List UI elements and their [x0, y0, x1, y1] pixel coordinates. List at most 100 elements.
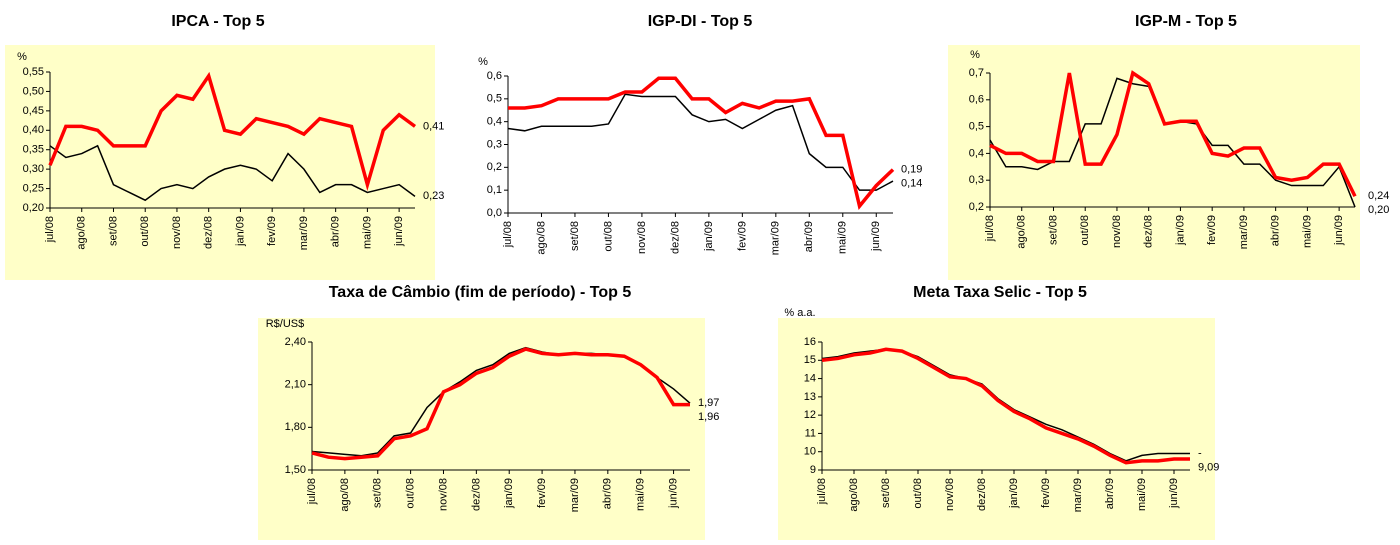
chart-panel: IGP-M - Top 5% 0,2 0,3 0,4 0,5 0,6 0,7 jul/08 ag…	[948, 13, 1389, 280]
y-tick-label: 0,20	[23, 202, 44, 214]
x-tick-label: jun/09	[393, 216, 405, 247]
x-tick-label: mai/09	[361, 216, 373, 249]
x-tick-label: out/08	[1079, 215, 1091, 246]
chart-title: IGP-M - Top 5	[1135, 13, 1237, 30]
x-tick-label: jul/08	[984, 215, 996, 242]
x-tick-label: jul/08	[502, 221, 514, 248]
x-tick-label: set/08	[372, 478, 384, 508]
x-tick-label: mar/09	[770, 221, 782, 255]
y-tick-label: 0,50	[23, 85, 44, 97]
x-tick-label: jun/09	[667, 478, 679, 509]
end-label: 0,19	[901, 164, 922, 176]
x-tick-label: mai/09	[837, 221, 849, 254]
y-tick-label: 0,25	[23, 182, 44, 194]
axis-unit: R$/US$	[266, 318, 305, 330]
panel-background	[5, 45, 435, 280]
y-tick-label: 0,6	[487, 70, 502, 82]
chart-panel: IGP-DI - Top 5% 0,0 0,1 0,2 0,3 0,4 0,5 0,6 jul/…	[478, 13, 922, 255]
x-tick-label: fev/09	[1206, 215, 1218, 245]
y-tick-label: 0,40	[23, 124, 44, 136]
y-tick-label: 0,0	[487, 207, 502, 219]
x-tick-label: mai/09	[1136, 478, 1148, 511]
end-label: 0,23	[423, 190, 444, 202]
x-tick-label: fev/09	[1040, 478, 1052, 508]
y-tick-label: 1,50	[285, 464, 306, 476]
y-tick-label: 11	[805, 427, 816, 439]
y-tick-label: 0,35	[23, 144, 44, 156]
x-tick-label: jul/08	[306, 478, 318, 505]
y-tick-label: 0,3	[487, 138, 502, 150]
x-tick-label: jun/09	[1168, 478, 1180, 509]
x-tick-label: jul/08	[44, 216, 56, 243]
x-tick-label: jan/09	[234, 216, 246, 247]
x-tick-label: out/08	[602, 221, 614, 252]
axis-unit: % a.a.	[784, 307, 815, 319]
x-tick-label: jun/09	[1333, 215, 1345, 246]
x-tick-label: fev/09	[736, 221, 748, 251]
x-tick-label: abr/09	[1104, 478, 1116, 509]
end-label: 1,97	[698, 397, 719, 409]
x-tick-label: jan/09	[1008, 478, 1020, 509]
y-tick-label: 16	[804, 336, 816, 348]
chart-title: IGP-DI - Top 5	[648, 13, 753, 30]
y-tick-label: 0,2	[969, 201, 984, 213]
x-tick-label: fev/09	[536, 478, 548, 508]
x-tick-label: dez/08	[1143, 215, 1155, 248]
series-line	[821, 347, 1190, 465]
x-tick-label: mar/09	[1238, 215, 1250, 249]
y-tick-label: 0,6	[969, 94, 984, 106]
x-tick-label: nov/08	[636, 221, 648, 254]
axis-unit: %	[17, 51, 27, 63]
x-tick-label: abr/09	[602, 478, 614, 509]
y-tick-label: 0,5	[969, 121, 984, 133]
x-tick-label: ago/08	[339, 478, 351, 512]
x-tick-label: abr/09	[330, 216, 342, 247]
end-label: 0,41	[423, 120, 444, 132]
y-tick-label: 0,1	[487, 184, 502, 196]
y-tick-label: 9	[810, 464, 816, 476]
y-tick-label: 0,4	[969, 147, 984, 159]
panel-background	[948, 45, 1360, 280]
y-tick-label: 2,40	[285, 336, 306, 348]
x-tick-label: fev/09	[266, 216, 278, 246]
x-tick-label: jul/08	[816, 478, 828, 505]
end-label: -	[1198, 447, 1202, 459]
y-tick-label: 2,10	[285, 379, 306, 391]
x-tick-label: jan/09	[1174, 215, 1186, 246]
x-tick-label: ago/08	[76, 216, 88, 250]
y-tick-label: 0,5	[487, 93, 502, 105]
y-tick-label: 0,55	[23, 66, 44, 78]
panel-background	[778, 318, 1215, 540]
x-tick-label: ago/08	[535, 221, 547, 255]
y-tick-label: 15	[804, 354, 816, 366]
x-tick-label: jan/09	[503, 478, 515, 509]
end-label: 0,20	[1368, 204, 1389, 216]
chart-title: IPCA - Top 5	[171, 13, 264, 30]
y-tick-label: 0,3	[969, 174, 984, 186]
y-tick-label: 0,7	[969, 67, 984, 79]
x-tick-label: dez/08	[203, 216, 215, 249]
x-tick-label: mar/09	[569, 478, 581, 512]
x-tick-label: mar/09	[298, 216, 310, 250]
y-tick-label: 10	[804, 446, 816, 458]
series-line	[989, 70, 1357, 198]
axis-unit: %	[970, 49, 980, 61]
x-tick-label: set/08	[1047, 215, 1059, 245]
panel-background	[258, 318, 705, 540]
x-tick-label: out/08	[139, 216, 151, 247]
y-tick-label: 0,2	[487, 161, 502, 173]
axis-unit: %	[478, 56, 488, 68]
x-tick-label: mai/09	[1301, 215, 1313, 248]
x-tick-label: set/08	[569, 221, 581, 251]
end-label: 9,09	[1198, 461, 1219, 473]
end-label: 1,96	[698, 411, 719, 423]
series-line	[48, 71, 417, 192]
y-tick-label: 0,4	[487, 116, 502, 128]
x-tick-label: jan/09	[703, 221, 715, 252]
series-line	[508, 76, 895, 211]
chart-panel: Taxa de Câmbio (fim de período) - Top 5 R…	[258, 284, 719, 540]
y-tick-label: 12	[804, 409, 816, 421]
y-tick-label: 13	[804, 391, 816, 403]
x-tick-label: nov/08	[437, 478, 449, 511]
